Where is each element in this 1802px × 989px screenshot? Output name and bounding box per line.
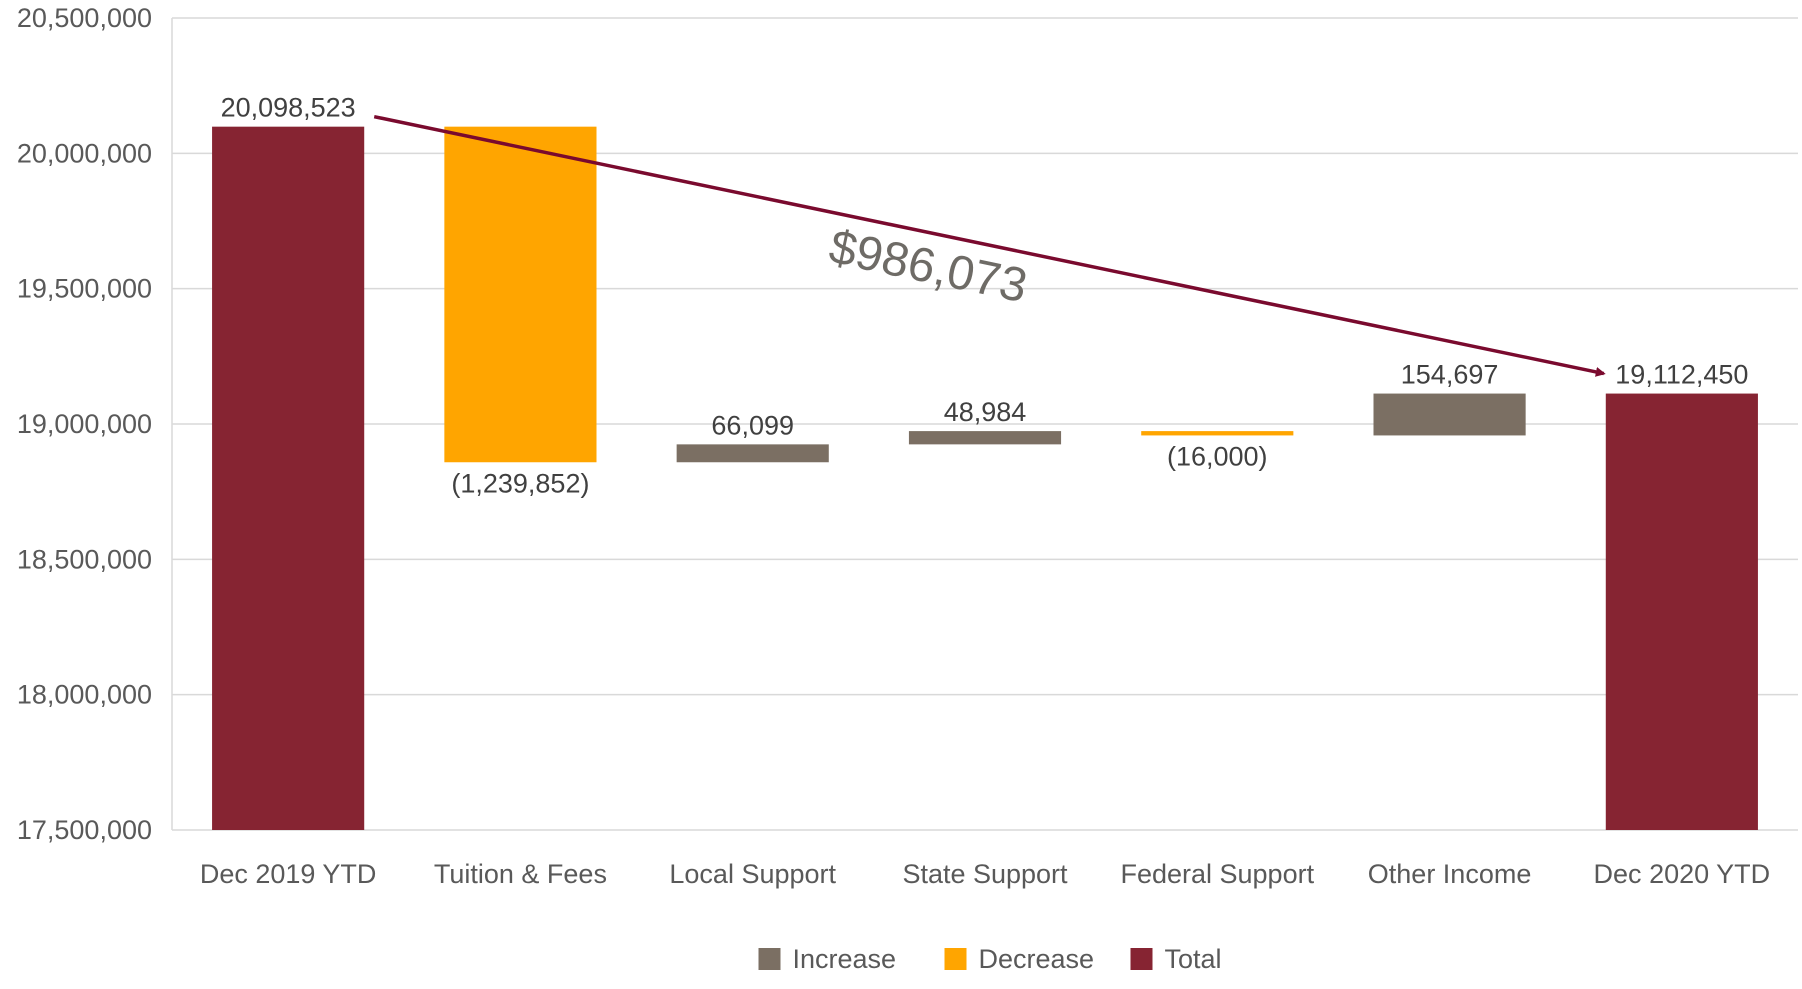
category-label: Dec 2020 YTD [1594, 859, 1771, 889]
y-tick-label: 18,500,000 [17, 544, 152, 574]
category-labels: Dec 2019 YTD Tuition & Fees Local Support S… [200, 859, 1770, 889]
y-tick-label: 18,000,000 [17, 680, 152, 710]
y-tick-label: 20,000,000 [17, 138, 152, 168]
data-label: 48,984 [944, 397, 1027, 427]
data-label: 19,112,450 [1615, 360, 1748, 390]
bar-total [1605, 393, 1758, 830]
legend-swatch-decrease [944, 948, 967, 970]
legend-label: Decrease [979, 944, 1095, 974]
legend: Increase Decrease Total [758, 944, 1222, 974]
category-label: Local Support [669, 859, 836, 889]
change-arrow [373, 114, 1606, 377]
bar-increase [1373, 393, 1526, 436]
y-tick-label: 17,500,000 [17, 815, 152, 845]
data-labels: 20,098,523 (1,239,852) 66,099 48,984 (16,000… [221, 93, 1749, 499]
bar-increase [676, 444, 829, 463]
gridlines [172, 17, 1798, 831]
y-axis-ticks: 17,500,000 18,000,000 18,500,000 19,000,000… [17, 3, 152, 845]
category-label: Federal Support [1120, 859, 1314, 889]
legend-label: Total [1165, 944, 1222, 974]
data-label: 154,697 [1401, 360, 1499, 390]
data-label: 66,099 [711, 410, 794, 440]
legend-swatch-increase [758, 948, 781, 970]
y-tick-label: 19,500,000 [17, 274, 152, 304]
legend-label: Increase [793, 944, 897, 974]
category-label: State Support [902, 859, 1068, 889]
data-label: 20,098,523 [221, 93, 356, 123]
category-label: Dec 2019 YTD [200, 859, 377, 889]
category-label: Other Income [1368, 859, 1532, 889]
bar-increase [908, 431, 1062, 445]
bar-decrease [444, 126, 597, 463]
legend-swatch-total [1130, 948, 1153, 970]
data-label: (1,239,852) [451, 468, 589, 498]
change-amount-label: $986,073 [825, 220, 1032, 313]
bars [212, 126, 1758, 830]
category-label: Tuition & Fees [434, 859, 607, 889]
bar-decrease [1141, 431, 1294, 436]
data-label: (16,000) [1167, 441, 1268, 471]
y-tick-label: 20,500,000 [17, 3, 152, 33]
bar-total [212, 126, 365, 830]
y-tick-label: 19,000,000 [17, 409, 152, 439]
